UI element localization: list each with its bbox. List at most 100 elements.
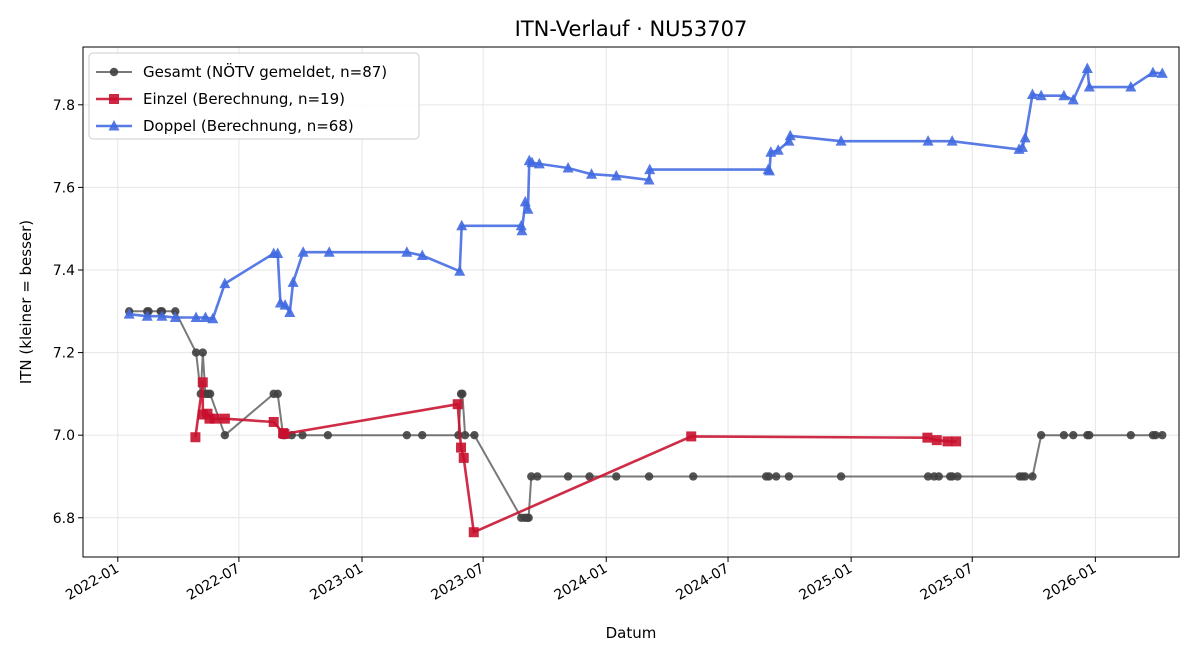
einzel-point bbox=[942, 436, 953, 447]
doppel-point bbox=[123, 308, 135, 319]
doppel-point bbox=[1125, 81, 1137, 92]
y-axis-label: ITN (kleiner = besser) bbox=[17, 220, 35, 384]
plot-border bbox=[82, 46, 1180, 558]
y-tick-label: 7.6 bbox=[53, 180, 75, 196]
y-tick-label: 7.8 bbox=[53, 98, 75, 114]
einzel-point bbox=[468, 527, 479, 538]
doppel-point bbox=[835, 135, 847, 146]
gesamt-point bbox=[953, 472, 962, 481]
doppel-point bbox=[454, 265, 466, 276]
doppel-point bbox=[297, 246, 309, 257]
doppel-point bbox=[416, 249, 428, 261]
doppel-point bbox=[1016, 141, 1028, 152]
doppel-point bbox=[516, 224, 528, 236]
gesamt-point bbox=[563, 472, 573, 481]
doppel-point bbox=[643, 173, 655, 185]
einzel-point bbox=[951, 436, 962, 447]
doppel-point bbox=[772, 144, 784, 155]
doppel-point bbox=[456, 219, 468, 231]
y-tick-label: 7.4 bbox=[53, 263, 75, 279]
y-tick-label: 7.2 bbox=[53, 346, 75, 362]
doppel-point bbox=[1067, 93, 1079, 105]
doppel-point bbox=[169, 311, 181, 322]
gesamt-point bbox=[191, 348, 201, 357]
doppel-point bbox=[562, 161, 574, 173]
einzel-point bbox=[279, 428, 290, 439]
y-axis: 6.8 7.0 7.2 7.4 7.6 7.8 bbox=[53, 98, 83, 527]
gesamt-point bbox=[198, 348, 207, 357]
gesamt-point bbox=[1126, 430, 1136, 440]
doppel-point bbox=[764, 164, 776, 176]
einzel-point bbox=[197, 377, 208, 388]
doppel-point bbox=[610, 169, 622, 181]
doppel-point bbox=[156, 310, 168, 321]
gesamt-point bbox=[1151, 430, 1160, 440]
x-axis-label: Datum bbox=[606, 624, 657, 642]
einzel-point bbox=[686, 431, 697, 442]
doppel-series bbox=[123, 62, 1168, 324]
gesamt-point bbox=[836, 472, 846, 481]
einzel-point bbox=[456, 442, 467, 453]
gesamt-point bbox=[612, 472, 621, 481]
doppel-point bbox=[515, 219, 527, 231]
gesamt-point bbox=[205, 389, 215, 399]
doppel-point bbox=[401, 246, 413, 257]
gesamt-point bbox=[585, 472, 594, 481]
gesamt-point bbox=[298, 430, 307, 440]
einzel-point bbox=[931, 435, 942, 446]
gesamt-point bbox=[273, 389, 282, 399]
doppel-point bbox=[1083, 81, 1095, 92]
doppel-point bbox=[522, 203, 534, 214]
chart-title: ITN-Verlauf · NU53707 bbox=[515, 17, 748, 41]
gesamt-point bbox=[689, 472, 698, 481]
doppel-point bbox=[219, 277, 231, 289]
einzel-series bbox=[190, 377, 962, 538]
doppel-point bbox=[279, 299, 291, 310]
gesamt-point bbox=[524, 513, 533, 522]
doppel-point bbox=[1035, 89, 1047, 101]
legend-label: Doppel (Berechnung, n=68) bbox=[143, 117, 354, 135]
doppel-point bbox=[287, 276, 299, 287]
einzel-point bbox=[219, 413, 230, 424]
gesamt-point bbox=[533, 472, 542, 481]
einzel-point bbox=[204, 413, 215, 424]
gesamt-point bbox=[402, 430, 412, 440]
gesamt-point bbox=[764, 472, 774, 481]
doppel-point bbox=[1081, 62, 1093, 73]
legend-box bbox=[88, 52, 420, 140]
gesamt-point bbox=[458, 389, 467, 399]
gesamt-point bbox=[1036, 430, 1046, 440]
gesamt-point bbox=[220, 430, 230, 440]
doppel-point bbox=[533, 157, 545, 169]
gesamt-series bbox=[124, 307, 1167, 522]
gesamt-point bbox=[418, 430, 427, 440]
doppel-point bbox=[323, 246, 335, 257]
doppel-point bbox=[190, 311, 202, 322]
gesamt-point bbox=[460, 430, 470, 440]
einzel-point bbox=[458, 452, 469, 463]
doppel-point bbox=[783, 135, 795, 146]
doppel-point bbox=[644, 163, 656, 175]
doppel-point bbox=[1058, 89, 1070, 101]
doppel-point bbox=[141, 310, 153, 321]
gesamt-point bbox=[1085, 430, 1094, 440]
doppel-point bbox=[1019, 131, 1031, 143]
gesamt-point bbox=[923, 472, 933, 481]
gesamt-point bbox=[934, 472, 943, 481]
doppel-point bbox=[272, 247, 284, 258]
doppel-point bbox=[784, 129, 796, 141]
doppel-point bbox=[1147, 66, 1159, 78]
einzel-point bbox=[209, 413, 220, 424]
gesamt-point bbox=[323, 430, 333, 440]
legend-label: Einzel (Berechnung, n=19) bbox=[143, 90, 345, 108]
doppel-point bbox=[922, 135, 934, 146]
doppel-point bbox=[207, 312, 219, 324]
einzel-point bbox=[922, 432, 933, 443]
gesamt-point bbox=[171, 307, 180, 316]
einzel-point bbox=[268, 416, 279, 427]
doppel-point bbox=[199, 311, 211, 322]
doppel-point bbox=[1026, 88, 1038, 99]
y-tick-label: 6.8 bbox=[53, 511, 75, 527]
gesamt-point bbox=[1158, 430, 1167, 440]
